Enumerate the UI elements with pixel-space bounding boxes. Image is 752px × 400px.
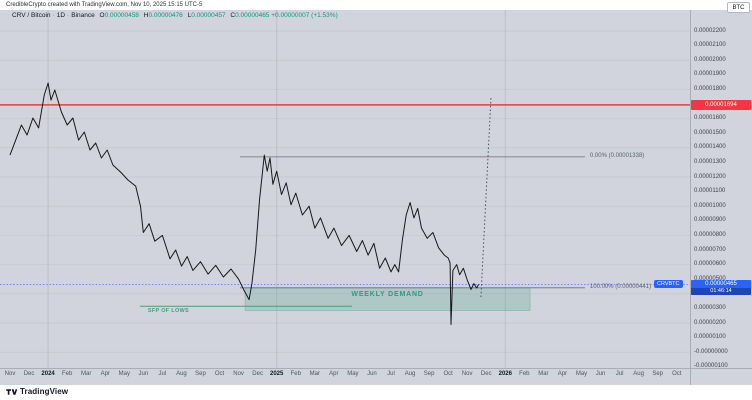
price-tick: 0.00001300 (694, 158, 726, 165)
time-tick: Apr (329, 371, 339, 377)
time-tick: Sep (423, 371, 435, 377)
exchange-label: Binance (71, 12, 95, 19)
currency-unit-button[interactable]: BTC (727, 2, 750, 13)
alert-price-label: 0.00001694 (691, 99, 751, 110)
price-tick: 0.00000900 (694, 217, 726, 224)
price-tick: 0.00000700 (694, 246, 726, 253)
symbol-name[interactable]: CRV / Bitcoin (12, 12, 51, 19)
time-tick: Sep (652, 371, 664, 377)
time-tick: Mar (538, 371, 549, 377)
change-value: +0.00000007 (+1.53%) (271, 12, 338, 19)
time-tick: Nov (461, 371, 473, 377)
time-tick: Mar (81, 371, 92, 377)
price-tick: 0.00002000 (694, 56, 726, 63)
legend-separator: · (67, 12, 70, 19)
price-tick: 0.00000200 (694, 319, 726, 326)
time-tick: Aug (633, 371, 644, 377)
fib-0-label[interactable]: 0.00% (0.00001338) (589, 153, 645, 160)
open-value: 0.00000458 (104, 12, 139, 19)
time-tick: Apr (100, 371, 110, 377)
time-tick: Dec (480, 371, 492, 377)
time-tick: Dec (252, 371, 263, 377)
price-series-line (9, 82, 480, 325)
price-tick: 0.00000500 (694, 275, 726, 282)
tradingview-logo[interactable]: TradingView (6, 387, 68, 396)
low-label: L (187, 12, 192, 19)
time-tick: Jun (367, 371, 377, 377)
high-value: 0.00000476 (148, 12, 183, 19)
current-price-label: 0.00000465 01:46:14 (691, 280, 751, 296)
price-tick: 0.00002200 (694, 27, 726, 34)
time-axis[interactable]: Nov Dec 2024 Feb Mar Apr May Jun Jul Aug Sep Oct Nov… (0, 369, 689, 385)
price-axis-separator (690, 10, 691, 385)
time-tick: 2024 (41, 371, 55, 377)
legend-separator: · (52, 12, 55, 19)
time-tick: 2025 (270, 371, 284, 377)
price-tick: -0.00000000 (694, 348, 728, 355)
weekly-demand-label[interactable]: WEEKLY DEMAND (351, 290, 424, 298)
time-tick: Feb (519, 371, 530, 377)
tradingview-logo-icon (6, 388, 17, 395)
open-label: O (99, 12, 105, 19)
time-tick: Jul (158, 371, 167, 377)
time-tick: Jul (387, 371, 395, 377)
time-tick: Dec (23, 371, 35, 377)
time-tick: Apr (557, 371, 568, 377)
price-tick: 0.00001100 (694, 188, 726, 195)
price-tick: 0.00001200 (694, 173, 726, 180)
footer-bar: TradingView (0, 385, 752, 400)
low-value: 0.00000457 (191, 12, 226, 19)
sfp-of-lows-label[interactable]: SFP OF LOWS (147, 308, 189, 315)
price-tick: 0.00000300 (694, 304, 726, 311)
interval-label[interactable]: 1D (56, 12, 66, 19)
close-value: 0.00000465 (235, 12, 270, 19)
time-tick: Nov (233, 371, 244, 377)
price-tick: 0.00002100 (694, 42, 726, 49)
time-tick: Nov (4, 371, 16, 377)
time-tick: Aug (404, 371, 416, 377)
time-tick: Feb (61, 371, 73, 377)
time-axis-separator (0, 368, 752, 369)
symbol-legend[interactable]: CRV / Bitcoin · 1D · Binance O0.00000458 H0.… (12, 12, 338, 19)
time-tick: Jun (138, 371, 149, 377)
time-tick: Feb (290, 371, 301, 377)
time-tick: Oct (672, 371, 682, 377)
price-tick: 0.00000600 (694, 261, 726, 268)
bar-countdown: 01:46:14 (691, 288, 751, 296)
attribution-text: CredibleCrypto created with TradingView.… (6, 2, 203, 8)
current-price-value: 0.00000465 (705, 281, 737, 288)
price-tick: 0.00001500 (694, 129, 726, 136)
time-tick: Sep (195, 371, 206, 377)
close-label: C (230, 12, 236, 19)
time-tick: Oct (443, 371, 453, 377)
tradingview-logo-text: TradingView (20, 387, 69, 396)
time-tick: Nov (686, 371, 689, 377)
time-tick: 2026 (498, 371, 512, 377)
time-tick: May (118, 371, 130, 377)
time-tick: Oct (214, 371, 225, 377)
time-tick: Jul (615, 371, 624, 377)
price-tick: 0.00000100 (694, 334, 726, 341)
price-tick: 0.00001400 (694, 144, 726, 151)
price-tick: 0.00001000 (694, 202, 726, 209)
price-tick: 0.00001900 (694, 71, 726, 78)
ticker-tag: CRVBTC (654, 280, 683, 289)
price-tick: 0.00000800 (694, 231, 726, 238)
time-tick: May (347, 371, 359, 377)
price-tick: 0.00001800 (694, 85, 726, 92)
time-tick: Mar (309, 371, 320, 377)
price-tick: 0.00001600 (694, 115, 726, 122)
time-tick: May (575, 371, 588, 377)
time-tick: Aug (176, 371, 187, 377)
price-tick: -0.00000100 (694, 363, 728, 370)
projection-trendline[interactable] (480, 96, 492, 298)
time-tick: Jun (595, 371, 606, 377)
attribution-bar: CredibleCrypto created with TradingView.… (0, 0, 752, 10)
high-label: H (143, 12, 149, 19)
fib-100-label[interactable]: 100.00% (0.00000441) (589, 284, 651, 291)
